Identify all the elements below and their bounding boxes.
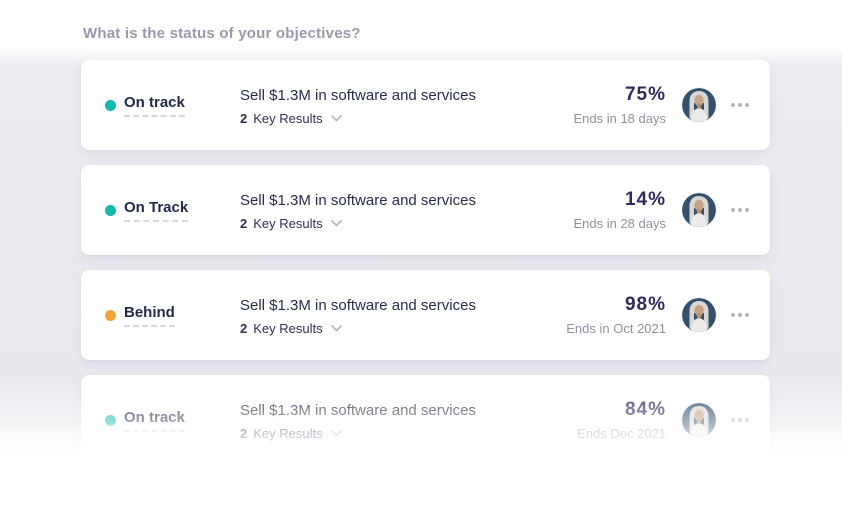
due-date: Ends in 18 days — [573, 111, 666, 126]
progress-percent: 84% — [624, 399, 666, 420]
owner-avatar[interactable] — [682, 298, 716, 332]
chevron-down-icon — [330, 114, 342, 122]
status-dot-icon — [105, 204, 116, 216]
progress-percent: 75% — [624, 84, 666, 105]
owner-avatar[interactable] — [682, 193, 716, 227]
objective-card[interactable]: Behind Sell $1.3M in software and servic… — [81, 270, 770, 360]
status-wrap: Behind — [105, 304, 240, 327]
more-options-button[interactable] — [731, 97, 749, 113]
chevron-down-icon — [330, 429, 342, 437]
status-dot-icon — [105, 99, 116, 111]
progress-percent: 14% — [624, 189, 666, 210]
objective-card[interactable]: On track Sell $1.3M in software and serv… — [81, 375, 770, 465]
due-date: Ends in 28 days — [573, 216, 666, 231]
owner-avatar[interactable] — [682, 403, 716, 437]
key-results-label: Key Results — [253, 425, 323, 441]
chevron-down-icon — [330, 219, 342, 227]
objective-title: Sell $1.3M in software and services — [240, 296, 476, 314]
due-date: Ends in Oct 2021 — [566, 321, 666, 336]
progress-wrap: 14% Ends in 28 days — [570, 189, 666, 231]
key-results-count: 2 — [240, 425, 248, 441]
status-wrap: On Track — [105, 199, 240, 222]
key-results-toggle[interactable]: 2 Key Results — [240, 111, 342, 126]
status-wrap: On track — [105, 409, 240, 432]
owner-avatar[interactable] — [682, 88, 716, 122]
status-label[interactable]: Behind — [124, 304, 175, 327]
objective-card[interactable]: On Track Sell $1.3M in software and serv… — [81, 165, 770, 255]
progress-wrap: 75% Ends in 18 days — [570, 84, 666, 126]
key-results-count: 2 — [240, 320, 248, 336]
key-results-toggle[interactable]: 2 Key Results — [240, 426, 342, 441]
status-dot-icon — [105, 309, 116, 321]
objective-main: Sell $1.3M in software and services 2 Ke… — [240, 85, 570, 126]
key-results-toggle[interactable]: 2 Key Results — [240, 216, 342, 231]
key-results-label: Key Results — [253, 110, 323, 126]
key-results-count: 2 — [240, 110, 248, 126]
key-results-label: Key Results — [253, 215, 323, 231]
status-wrap: On track — [105, 94, 240, 117]
objective-main: Sell $1.3M in software and services 2 Ke… — [240, 295, 566, 336]
status-label[interactable]: On Track — [124, 199, 189, 222]
progress-wrap: 98% Ends in Oct 2021 — [566, 294, 666, 336]
page-title: What is the status of your objectives? — [83, 25, 361, 42]
objective-title: Sell $1.3M in software and services — [240, 191, 476, 209]
more-options-button[interactable] — [731, 307, 749, 323]
more-options-button[interactable] — [731, 412, 749, 428]
objective-main: Sell $1.3M in software and services 2 Ke… — [240, 400, 570, 441]
objective-title: Sell $1.3M in software and services — [240, 401, 476, 419]
more-options-button[interactable] — [731, 202, 749, 218]
status-label[interactable]: On track — [124, 409, 185, 432]
progress-percent: 98% — [624, 294, 666, 315]
key-results-toggle[interactable]: 2 Key Results — [240, 321, 342, 336]
chevron-down-icon — [330, 324, 342, 332]
objective-card[interactable]: On track Sell $1.3M in software and serv… — [81, 60, 770, 150]
key-results-label: Key Results — [253, 320, 323, 336]
progress-wrap: 84% Ends Dec 2021 — [570, 399, 666, 441]
status-label[interactable]: On track — [124, 94, 185, 117]
objective-title: Sell $1.3M in software and services — [240, 86, 476, 104]
objective-main: Sell $1.3M in software and services 2 Ke… — [240, 190, 570, 231]
due-date: Ends Dec 2021 — [577, 426, 666, 441]
status-dot-icon — [105, 414, 116, 426]
key-results-count: 2 — [240, 215, 248, 231]
objectives-list: On track Sell $1.3M in software and serv… — [81, 60, 770, 465]
